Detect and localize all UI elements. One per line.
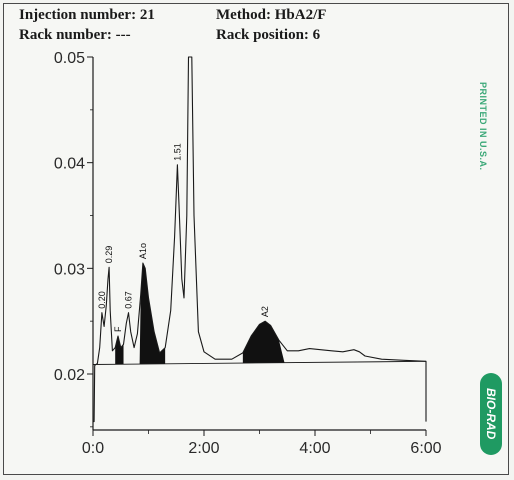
bio-rad-logo-text: BIO-RAD bbox=[484, 388, 498, 440]
y-tick-label-1: 0.03 bbox=[54, 261, 85, 278]
peak-label-3: 0.67 bbox=[124, 291, 134, 309]
y-tick-label-3: 0.05 bbox=[54, 50, 85, 67]
integration-baseline bbox=[92, 360, 427, 365]
bio-rad-logo: BIO-RAD bbox=[480, 373, 502, 455]
shaded-peak-1 bbox=[115, 335, 124, 365]
rack-number: Rack number: --- bbox=[19, 27, 131, 43]
x-tick-label-3: 6:00 bbox=[410, 440, 441, 457]
chromatogram-trace bbox=[93, 56, 427, 423]
injection-number: Injection number: 21 bbox=[19, 7, 155, 23]
rack-position: Rack position: 6 bbox=[216, 27, 321, 43]
peak-label-6: A2 bbox=[260, 306, 270, 317]
x-tick-label-1: 2:00 bbox=[188, 440, 219, 457]
x-tick-label-2: 4:00 bbox=[299, 440, 330, 457]
method: Method: HbA2/F bbox=[216, 7, 327, 23]
peak-label-5: 1.51 bbox=[172, 143, 182, 161]
chromatogram-printout bbox=[3, 3, 509, 475]
printed-in-usa-text: PRINTED IN U.S.A. bbox=[478, 82, 488, 171]
y-tick-label-0: 0.02 bbox=[54, 367, 85, 384]
x-tick-label-0: 0:0 bbox=[82, 440, 104, 457]
shaded-peak-2 bbox=[242, 321, 285, 364]
shaded-peak-0 bbox=[139, 263, 166, 365]
peak-label-0: 0.20 bbox=[97, 291, 107, 309]
peak-label-1: 0.29 bbox=[104, 246, 114, 264]
y-tick-label-2: 0.04 bbox=[54, 156, 85, 173]
peak-label-4: A1o bbox=[138, 243, 148, 259]
peak-label-2: F bbox=[113, 326, 123, 332]
